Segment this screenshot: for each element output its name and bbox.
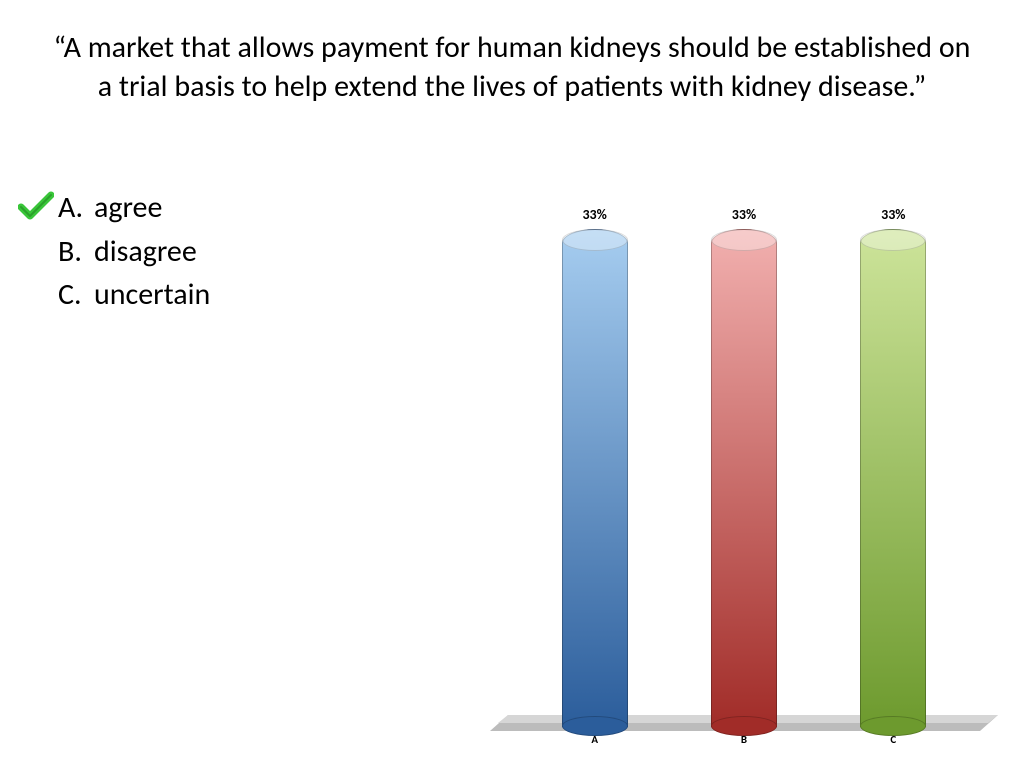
option-label-a: agree <box>94 186 162 230</box>
bar-value-c: 33% <box>881 206 905 223</box>
option-label-c: uncertain <box>94 273 210 317</box>
option-c: C. uncertain <box>58 273 210 317</box>
bar-value-b: 33% <box>732 206 756 223</box>
checkmark-icon <box>18 190 54 234</box>
option-letter-a: A. <box>58 186 94 230</box>
bars-row: 33% 33% 33% <box>480 201 1008 727</box>
bar-c <box>860 229 926 727</box>
bar-col-a: 33% <box>555 206 635 727</box>
option-letter-c: C. <box>58 273 94 317</box>
axis-labels: A B C <box>480 733 1008 755</box>
bar-value-a: 33% <box>582 206 606 223</box>
bar-col-c: 33% <box>853 206 933 727</box>
axis-label-c: C <box>853 733 933 755</box>
option-a: A. agree <box>58 186 210 230</box>
option-label-b: disagree <box>94 230 197 274</box>
bar-a <box>562 229 628 727</box>
question-title: “A market that allows payment for human … <box>50 28 974 106</box>
options-list: A. agree B. disagree C. uncertain <box>58 186 210 317</box>
axis-label-b: B <box>704 733 784 755</box>
option-b: B. disagree <box>58 230 210 274</box>
axis-label-a: A <box>555 733 635 755</box>
bar-col-b: 33% <box>704 206 784 727</box>
option-letter-b: B. <box>58 230 94 274</box>
bar-b <box>711 229 777 727</box>
bar-chart: 33% 33% 33% A B C <box>480 175 1008 755</box>
